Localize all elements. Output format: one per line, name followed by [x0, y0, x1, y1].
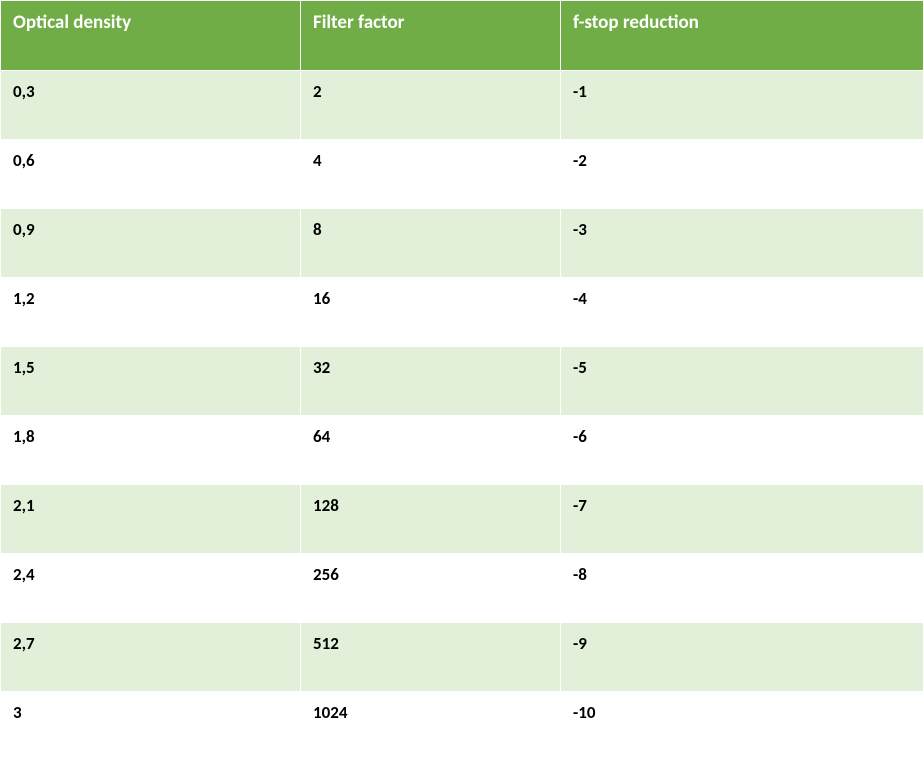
table-row: 0,3 2 -1 — [1, 71, 923, 140]
cell-filter-factor: 2 — [301, 71, 561, 140]
cell-optical-density: 1,8 — [1, 416, 301, 485]
cell-fstop-reduction: -6 — [561, 416, 923, 485]
cell-optical-density: 3 — [1, 692, 301, 761]
cell-fstop-reduction: -3 — [561, 209, 923, 278]
table-row: 2,1 128 -7 — [1, 485, 923, 554]
cell-optical-density: 1,2 — [1, 278, 301, 347]
cell-fstop-reduction: -8 — [561, 554, 923, 623]
cell-filter-factor: 16 — [301, 278, 561, 347]
cell-filter-factor: 8 — [301, 209, 561, 278]
table-row: 2,7 512 -9 — [1, 623, 923, 692]
cell-optical-density: 0,9 — [1, 209, 301, 278]
cell-fstop-reduction: -4 — [561, 278, 923, 347]
cell-optical-density: 0,6 — [1, 140, 301, 209]
col-header-filter-factor: Filter factor — [301, 1, 561, 71]
cell-filter-factor: 1024 — [301, 692, 561, 761]
table-row: 0,9 8 -3 — [1, 209, 923, 278]
cell-filter-factor: 64 — [301, 416, 561, 485]
table-row: 0,6 4 -2 — [1, 140, 923, 209]
cell-fstop-reduction: -10 — [561, 692, 923, 761]
table-row: 1,2 16 -4 — [1, 278, 923, 347]
cell-optical-density: 0,3 — [1, 71, 301, 140]
cell-fstop-reduction: -2 — [561, 140, 923, 209]
cell-fstop-reduction: -9 — [561, 623, 923, 692]
table-row: 1,8 64 -6 — [1, 416, 923, 485]
cell-filter-factor: 256 — [301, 554, 561, 623]
table-row: 2,4 256 -8 — [1, 554, 923, 623]
nd-filter-table-container: Optical density Filter factor f-stop red… — [0, 0, 923, 761]
cell-fstop-reduction: -1 — [561, 71, 923, 140]
cell-fstop-reduction: -7 — [561, 485, 923, 554]
col-header-optical-density: Optical density — [1, 1, 301, 71]
table-row: 3 1024 -10 — [1, 692, 923, 761]
cell-optical-density: 1,5 — [1, 347, 301, 416]
table-body: 0,3 2 -1 0,6 4 -2 0,9 8 -3 1,2 16 -4 1,5 — [1, 71, 923, 761]
nd-filter-table: Optical density Filter factor f-stop red… — [0, 0, 923, 761]
table-row: 1,5 32 -5 — [1, 347, 923, 416]
cell-filter-factor: 4 — [301, 140, 561, 209]
cell-optical-density: 2,4 — [1, 554, 301, 623]
cell-optical-density: 2,7 — [1, 623, 301, 692]
col-header-fstop-reduction: f-stop reduction — [561, 1, 923, 71]
cell-fstop-reduction: -5 — [561, 347, 923, 416]
cell-filter-factor: 128 — [301, 485, 561, 554]
cell-optical-density: 2,1 — [1, 485, 301, 554]
cell-filter-factor: 512 — [301, 623, 561, 692]
table-header-row: Optical density Filter factor f-stop red… — [1, 1, 923, 71]
cell-filter-factor: 32 — [301, 347, 561, 416]
